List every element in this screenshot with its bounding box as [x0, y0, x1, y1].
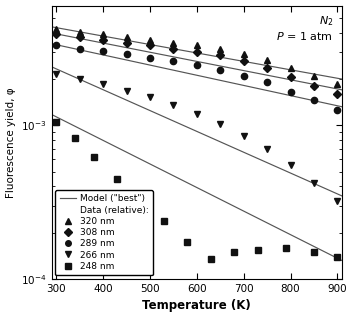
- Y-axis label: Fluorescence yield, φ: Fluorescence yield, φ: [6, 87, 16, 197]
- Legend: Model ("best"), Data (relative):, 320 nm, 308 nm, 289 nm, 266 nm, 248 nm: Model ("best"), Data (relative):, 320 nm…: [55, 190, 153, 275]
- X-axis label: Temperature (K): Temperature (K): [142, 300, 251, 313]
- Text: $N_2$
$P$ = 1 atm: $N_2$ $P$ = 1 atm: [276, 14, 333, 42]
